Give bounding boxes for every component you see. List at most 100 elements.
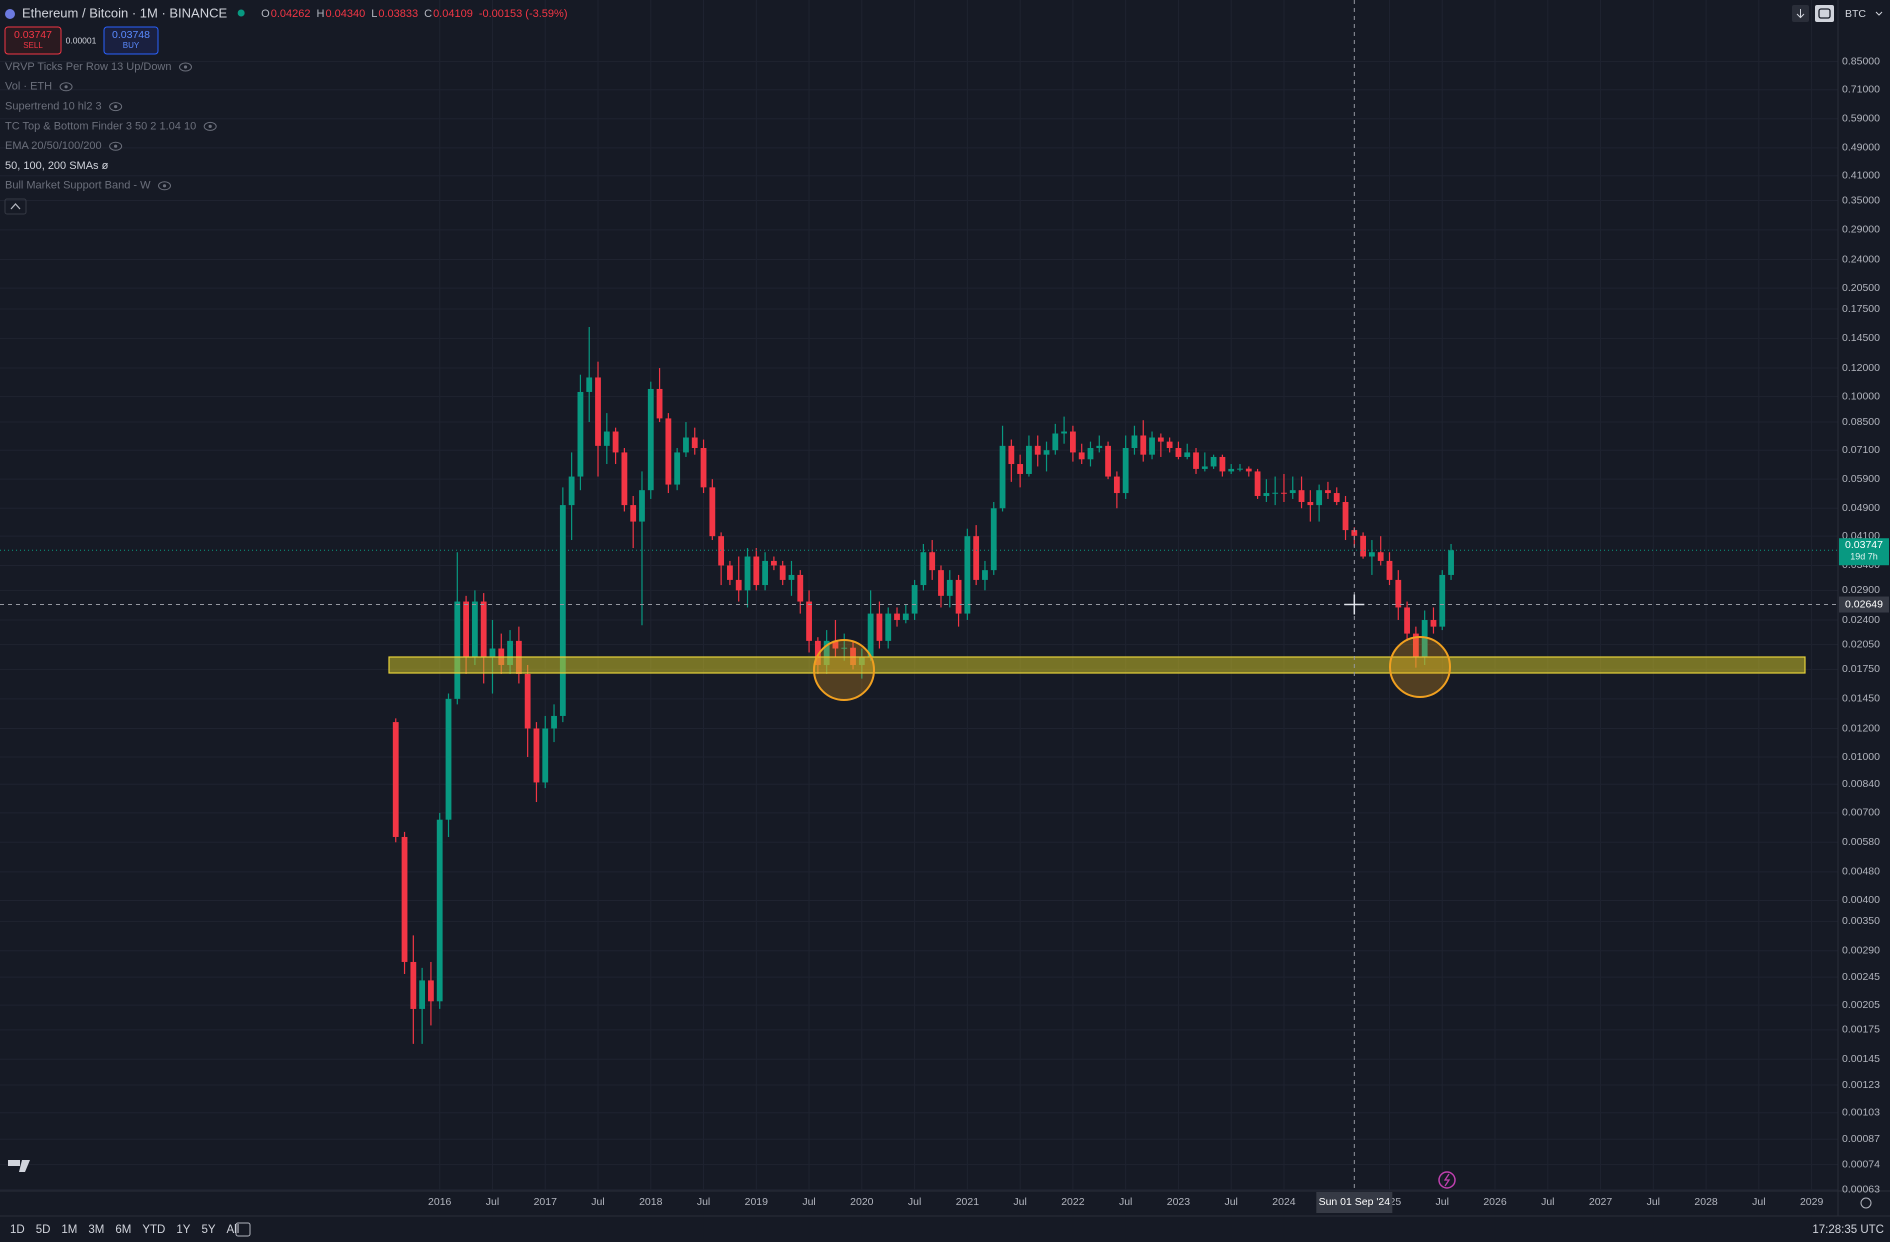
indicator-label[interactable]: EMA 20/50/100/200 [5,140,102,152]
buy-button[interactable] [103,26,159,55]
currency[interactable]: BTC [1845,8,1866,20]
candle-body [480,601,487,657]
y-tick-label: 0.00580 [1842,836,1880,848]
calendar-icon[interactable] [235,1222,251,1237]
candle-body [1113,476,1120,494]
indicator-label[interactable]: TC Top & Bottom Finder 3 50 2 1.04 10 [5,120,196,132]
x-tick-label: 2027 [1589,1196,1613,1208]
y-tick-label: 0.02400 [1842,614,1880,626]
y-tick-label: 0.85000 [1842,55,1880,67]
candle-body [612,431,619,453]
candle-body [1333,493,1340,502]
y-tick-label: 0.10000 [1842,390,1880,402]
y-tick-label: 0.24000 [1842,253,1880,265]
compare-button[interactable] [1815,5,1834,22]
y-tick-label: 0.35000 [1842,194,1880,206]
settings-icon[interactable] [1860,1197,1872,1209]
candle-body [823,640,830,666]
candle-body [1404,607,1410,634]
alert-icon[interactable] [1438,1171,1456,1189]
candle-body [454,601,461,699]
y-tick-label: 0.00290 [1842,945,1880,957]
timeframe-button[interactable]: 1Y [176,1224,190,1236]
candles [392,326,1454,1044]
y-tick-label: 0.02900 [1842,584,1880,596]
ohlc-change: -0.00153 (-3.59%) [479,8,568,20]
y-tick-label: 0.00087 [1842,1133,1880,1145]
y-tick-label: 0.12000 [1842,362,1880,374]
ohlc-key: C [424,8,432,20]
candle-body [1034,445,1041,455]
timeframe-button[interactable]: 1D [10,1224,25,1236]
visibility-pupil [183,65,188,69]
indicator-label[interactable]: Bull Market Support Band - W [5,180,151,192]
candle-body [410,961,417,1009]
x-tick-label: 2019 [745,1196,769,1208]
indicator-label[interactable]: Supertrend 10 hl2 3 [5,101,102,113]
candle-body [586,377,593,392]
candle-body [507,640,513,666]
ohlc-value: 0.04262 [271,8,311,20]
indicator-label[interactable]: 50, 100, 200 SMAs ø [5,160,109,172]
y-tick-label: 0.00145 [1842,1053,1880,1065]
indicator-label[interactable]: VRVP Ticks Per Row 13 Up/Down [5,61,172,73]
visibility-icon [109,102,123,112]
candle-body [1201,466,1208,469]
x-tick-label: Jul [1541,1196,1554,1208]
candle-body [401,836,408,962]
candle-body [955,579,962,614]
candle-body [551,715,557,729]
candle-body [1131,435,1138,449]
y-tick-label: 0.00063 [1842,1184,1880,1196]
timeframe-button[interactable]: 3M [88,1224,104,1236]
candle-body [1386,560,1393,580]
x-tick-label: 2020 [850,1196,874,1208]
x-tick-label: 2023 [1167,1196,1191,1208]
candle-body [1289,490,1296,494]
symbol-logo [5,9,15,19]
timeframe-button[interactable]: All [227,1224,240,1236]
candle-body [744,556,751,591]
candle-body [471,601,478,657]
ohlc-key: O [261,8,270,20]
sell-price: 0.03747 [14,29,52,41]
collapse-button[interactable] [4,198,27,215]
candle-body [436,819,443,1002]
x-tick-label: Jul [486,1196,499,1208]
candle-body [542,728,549,783]
y-tick-label: 0.00840 [1842,778,1880,790]
tv-logo [8,1160,30,1172]
candle-body [1175,448,1182,457]
visibility-icon [59,82,73,92]
candle-body [1122,448,1129,494]
candle-body [753,556,760,586]
x-tick-label: 2017 [534,1196,558,1208]
candle-body [938,570,944,596]
x-tick-label: 2029 [1800,1196,1824,1208]
alert-bolt [1443,1173,1451,1187]
y-tick-label: 0.14500 [1842,332,1880,344]
ohlc-key: H [317,8,325,20]
timeframe-button[interactable]: 5D [36,1224,51,1236]
crosshair-date: Sun 01 Sep '24 [1319,1196,1391,1208]
candle-body [445,698,452,820]
timeframe-button[interactable]: YTD [142,1224,165,1236]
candle-body [674,452,681,485]
y-tick-label: 0.49000 [1842,142,1880,154]
x-tick-label: 2028 [1694,1196,1718,1208]
candle-body [1026,445,1032,474]
timeframe-button[interactable]: 5Y [201,1224,215,1236]
candle-body [1166,441,1173,449]
cursor [1344,594,1365,615]
x-tick-label: Jul [1647,1196,1660,1208]
compare-icon [1818,8,1831,19]
candle-body [999,445,1006,509]
timeframe-button[interactable]: 6M [115,1224,131,1236]
y-tick-label: 0.00074 [1842,1158,1880,1170]
ohlc-value: 0.04109 [433,8,473,20]
symbol-title: Ethereum / Bitcoin · 1M · BINANCE [22,5,227,20]
candle-body [1184,452,1191,457]
sell-button[interactable] [4,26,62,55]
timeframe-button[interactable]: 1M [61,1224,77,1236]
indicator-label[interactable]: Vol · ETH [5,81,52,93]
